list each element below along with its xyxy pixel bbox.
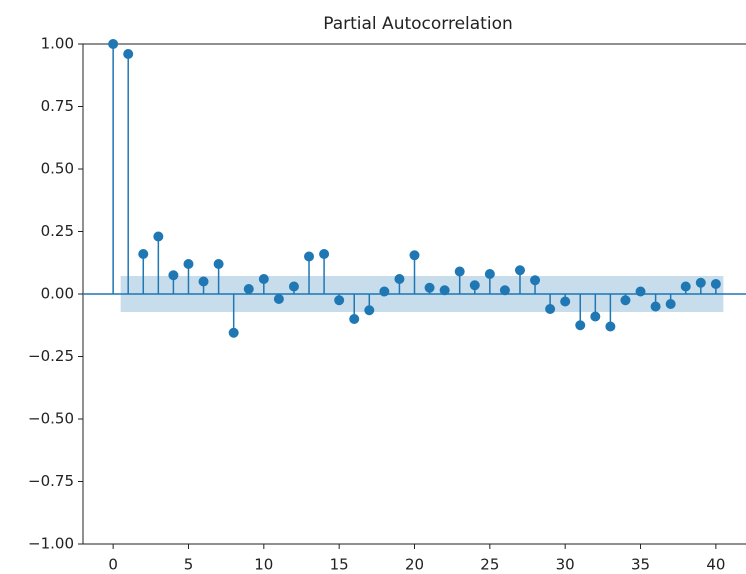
marker xyxy=(424,282,435,293)
x-tick-label: 20 xyxy=(405,556,424,574)
marker xyxy=(153,231,164,242)
marker xyxy=(680,281,691,292)
marker xyxy=(379,286,390,297)
marker xyxy=(469,280,480,291)
marker xyxy=(228,327,239,338)
y-tick-label: −0.75 xyxy=(28,472,74,490)
marker xyxy=(514,265,525,276)
marker xyxy=(243,284,254,294)
marker xyxy=(695,277,706,288)
marker xyxy=(123,49,134,59)
marker xyxy=(545,304,556,314)
y-tick-label: −1.00 xyxy=(28,535,74,553)
marker xyxy=(439,285,450,296)
marker xyxy=(349,314,360,324)
marker xyxy=(499,285,510,296)
chart-title: Partial Autocorrelation xyxy=(323,14,513,34)
marker xyxy=(334,295,345,306)
y-tick-label: 0.25 xyxy=(41,222,74,240)
x-tick-label: 5 xyxy=(184,556,194,574)
y-tick-label: −0.25 xyxy=(28,347,74,365)
marker xyxy=(288,281,299,292)
marker xyxy=(304,251,315,262)
marker xyxy=(273,294,284,304)
marker xyxy=(635,286,646,297)
marker xyxy=(364,305,375,316)
x-tick-label: 0 xyxy=(108,556,118,574)
marker xyxy=(168,270,179,281)
marker xyxy=(108,39,119,49)
marker xyxy=(138,249,149,259)
marker xyxy=(319,249,330,259)
x-tick-label: 15 xyxy=(330,556,349,574)
marker xyxy=(258,274,269,284)
marker xyxy=(575,320,586,331)
marker xyxy=(409,250,420,261)
marker xyxy=(650,301,661,312)
marker xyxy=(560,296,571,307)
y-tick-label: 1.00 xyxy=(41,35,74,53)
marker xyxy=(454,266,465,277)
marker xyxy=(590,311,601,322)
marker xyxy=(213,259,224,269)
y-tick-label: 0.50 xyxy=(41,160,74,178)
marker xyxy=(198,276,209,287)
x-tick-label: 40 xyxy=(706,556,725,574)
marker xyxy=(183,259,194,269)
y-tick-label: 0.75 xyxy=(41,97,74,115)
x-tick-label: 30 xyxy=(556,556,575,574)
x-tick-label: 10 xyxy=(254,556,273,574)
y-tick-label: −0.50 xyxy=(28,410,74,428)
marker xyxy=(605,321,616,332)
x-tick-label: 35 xyxy=(631,556,650,574)
x-tick-label: 25 xyxy=(480,556,499,574)
marker xyxy=(530,275,541,286)
marker xyxy=(484,269,495,279)
marker xyxy=(394,274,405,284)
marker xyxy=(620,295,631,306)
marker xyxy=(710,279,721,289)
y-tick-label: 0.00 xyxy=(41,285,74,303)
marker xyxy=(665,299,676,309)
